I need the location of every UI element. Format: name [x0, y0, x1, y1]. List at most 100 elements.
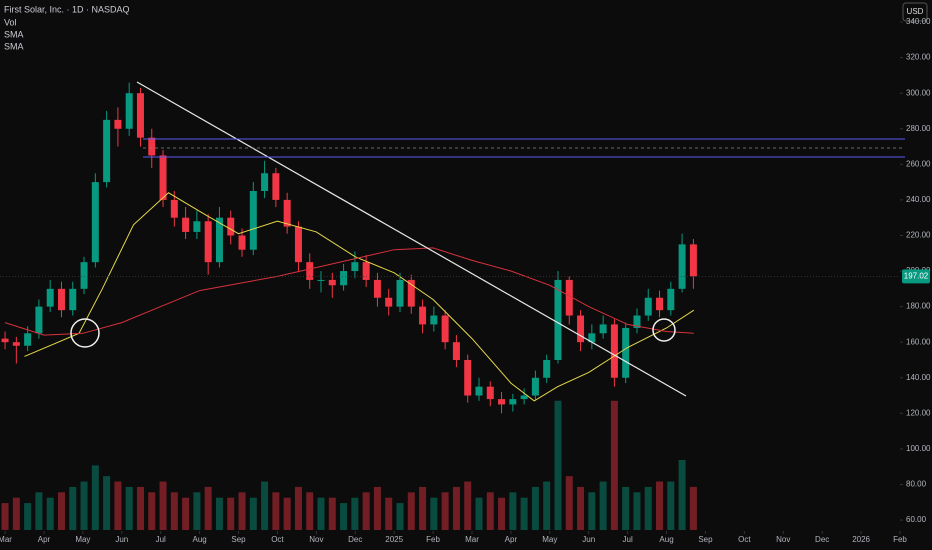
sma-line	[4, 247, 694, 336]
candle-body	[678, 244, 686, 289]
volume-bar	[520, 497, 528, 530]
volume-bar	[91, 465, 99, 530]
volume-bar	[678, 460, 686, 530]
volume-bar	[396, 503, 404, 530]
candle-body	[12, 342, 20, 346]
volume-bar	[509, 492, 517, 530]
volume-bar	[283, 497, 291, 530]
volume-bar	[249, 497, 257, 530]
candle-body	[249, 191, 257, 250]
volume-bar	[125, 486, 133, 530]
sma-line	[24, 192, 695, 402]
volume-bar	[24, 503, 32, 530]
volume-bar	[46, 497, 54, 530]
candle-body	[520, 395, 528, 400]
x-tick-label: May	[542, 535, 557, 544]
x-tick-label: Sep	[698, 535, 713, 544]
volume-bar	[57, 492, 65, 530]
y-tick-label: 160.00	[906, 337, 931, 346]
volume-bar	[328, 497, 336, 530]
candle-body	[125, 93, 133, 129]
candle-body	[46, 288, 54, 307]
legend-entry: SMA	[4, 41, 24, 51]
candle-body	[91, 182, 99, 263]
volume-bar	[452, 486, 460, 530]
x-tick-label: Oct	[738, 535, 751, 544]
x-tick-label: Aug	[192, 535, 206, 544]
candle-body	[644, 297, 652, 316]
volume-bar	[69, 486, 77, 530]
volume-bar	[689, 486, 697, 530]
volume-bar	[238, 492, 246, 530]
volume-bar	[430, 497, 438, 530]
x-tick-label: Nov	[776, 535, 790, 544]
y-tick-label: 300.00	[906, 88, 931, 97]
volume-bar	[531, 486, 539, 530]
candle-body	[362, 262, 370, 280]
volume-bar	[419, 486, 427, 530]
candle-body	[622, 327, 630, 378]
volume-bar	[306, 492, 314, 530]
candle-body	[170, 199, 178, 218]
candle-body	[317, 279, 325, 281]
y-tick-label: 260.00	[906, 159, 931, 168]
last-price-label: 197.02	[904, 271, 929, 280]
volume-bar	[170, 492, 178, 530]
volume-bar	[543, 481, 551, 530]
candle-body	[57, 288, 65, 311]
volume-bar	[667, 481, 675, 530]
volume-bar	[351, 497, 359, 530]
trend-line	[136, 81, 687, 397]
y-tick-label: 280.00	[906, 124, 931, 133]
volume-bar	[35, 492, 43, 530]
candle-body	[294, 226, 302, 263]
volume-bar	[565, 476, 573, 530]
candle-body	[486, 386, 494, 400]
x-tick-label: Aug	[659, 535, 673, 544]
y-tick-label: 340.00	[906, 17, 931, 26]
x-tick-label: Jun	[115, 535, 128, 544]
candle-body	[689, 244, 697, 277]
candle-body	[498, 399, 506, 405]
volume-bar	[610, 400, 618, 530]
currency-label[interactable]: USD	[907, 7, 924, 16]
volume-bar	[577, 486, 585, 530]
currency-button[interactable]	[902, 2, 928, 22]
volume-bar	[588, 492, 596, 530]
candle-body	[193, 221, 201, 232]
volume-bar	[12, 497, 20, 530]
x-tick-label: Mar	[465, 535, 479, 544]
volume-bar	[486, 492, 494, 530]
x-tick-label: Oct	[271, 535, 284, 544]
y-tick-label: 240.00	[906, 195, 931, 204]
candle-body	[238, 235, 246, 250]
volume-bar	[633, 492, 641, 530]
candle-body	[441, 315, 449, 343]
candle-body	[656, 297, 664, 311]
candle-body	[272, 173, 280, 200]
candle-body	[667, 288, 675, 311]
volume-bar	[554, 400, 562, 530]
x-tick-label: Mar	[0, 535, 12, 544]
volume-bar	[1, 503, 9, 530]
legend-entry: SMA	[4, 29, 24, 39]
volume-bar	[441, 492, 449, 530]
candle-body	[351, 262, 359, 272]
y-tick-label: 120.00	[906, 408, 931, 417]
candle-body	[24, 333, 32, 346]
y-tick-label: 320.00	[906, 53, 931, 62]
last-price-badge	[902, 269, 930, 284]
candle-body	[396, 279, 404, 307]
volume-bar	[362, 492, 370, 530]
plot	[0, 82, 900, 530]
candle-body	[385, 297, 393, 307]
candle-body	[159, 155, 167, 200]
volume-bar	[80, 481, 88, 530]
x-tick-label: Dec	[348, 535, 362, 544]
candle-body	[565, 279, 573, 316]
candle-body	[136, 93, 144, 138]
candle-body	[80, 262, 88, 289]
candle-body	[452, 342, 460, 360]
candle-body	[69, 288, 77, 311]
